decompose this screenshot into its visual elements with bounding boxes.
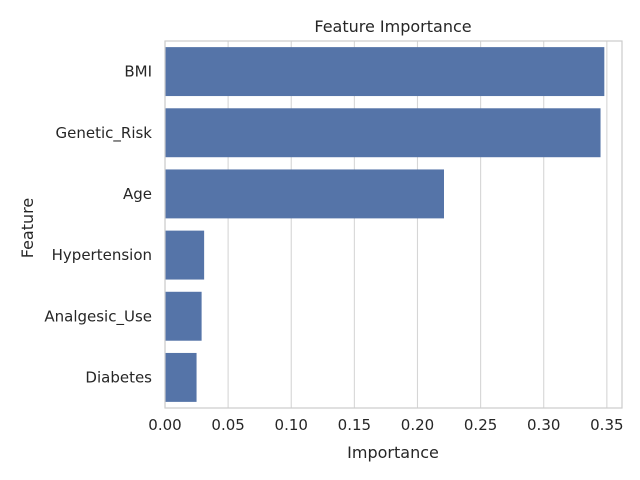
plot-frame: [164, 40, 623, 409]
x-tick-label: 0.15: [338, 416, 371, 434]
y-tick-label: Hypertension: [52, 246, 152, 264]
x-tick-label: 0.35: [590, 416, 623, 434]
y-tick-label: Age: [123, 185, 152, 203]
y-tick-label: BMI: [124, 63, 152, 81]
bar-layer: [165, 47, 605, 402]
bar-genetic-risk: [165, 108, 601, 158]
bar-analgesic-use: [165, 291, 202, 341]
x-tick-layer: 0.00 0.05 0.10 0.15 0.20 0.25 0.30 0.35: [148, 416, 623, 434]
y-tick-layer: BMI Genetic_Risk Age Hypertension Analgesic_…: [44, 63, 152, 387]
bar-bmi: [165, 47, 605, 97]
x-tick-label: 0.00: [148, 416, 181, 434]
bar-diabetes: [165, 352, 197, 402]
x-tick-label: 0.05: [211, 416, 244, 434]
x-tick-label: 0.30: [527, 416, 560, 434]
bar-age: [165, 169, 444, 219]
grid-layer: [164, 41, 608, 408]
y-tick-label: Genetic_Risk: [56, 124, 153, 143]
y-axis-label: Feature: [18, 198, 37, 258]
x-axis-label: Importance: [347, 443, 439, 462]
x-tick-label: 0.10: [275, 416, 308, 434]
x-tick-label: 0.20: [401, 416, 434, 434]
y-tick-label: Diabetes: [85, 368, 152, 386]
bar-hypertension: [165, 230, 205, 280]
y-tick-label: Analgesic_Use: [44, 307, 152, 326]
x-tick-label: 0.25: [464, 416, 497, 434]
chart-title: Feature Importance: [314, 17, 471, 36]
